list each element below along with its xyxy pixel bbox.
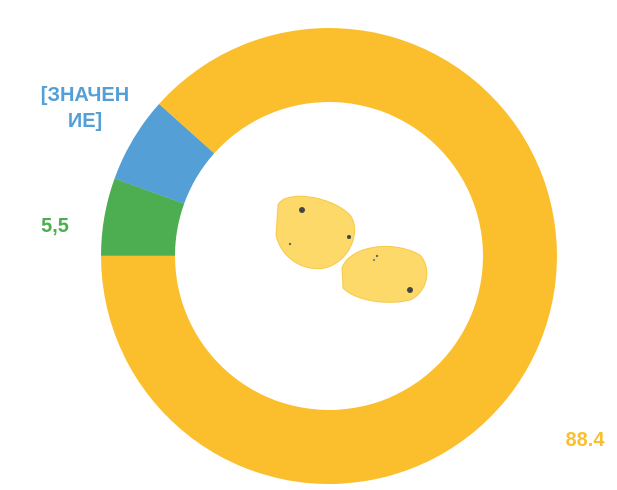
data-label: 88.4 xyxy=(565,429,605,451)
donut-segment xyxy=(114,104,215,204)
data-label: [ЗНАЧЕНИЕ] xyxy=(40,84,130,132)
data-label: 5,5 xyxy=(41,215,69,237)
donut-segment xyxy=(101,28,557,485)
center-picture xyxy=(275,195,428,303)
donut-segment xyxy=(101,178,185,256)
